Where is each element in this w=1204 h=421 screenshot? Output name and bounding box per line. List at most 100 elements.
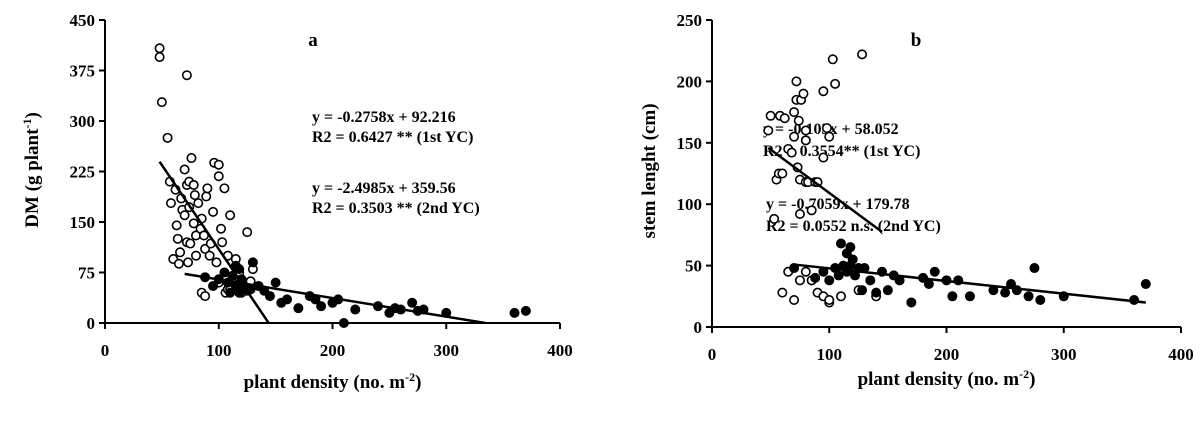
- data-point-filled: [1000, 287, 1011, 298]
- data-point-filled: [520, 305, 531, 316]
- x-tick-label: 200: [320, 341, 346, 360]
- y-tick-label: 375: [70, 62, 96, 81]
- data-point-filled: [316, 301, 327, 312]
- data-point-open: [154, 52, 165, 63]
- data-point-open: [172, 233, 183, 244]
- data-point-open: [213, 159, 224, 170]
- y-tick-label: 150: [70, 213, 96, 232]
- regression-annotation: R2 = 0.3554** (1st YC): [763, 143, 920, 160]
- data-point-filled: [208, 280, 219, 291]
- data-point-filled: [293, 303, 304, 314]
- regression-annotation: y = -2.4985x + 359.56: [312, 180, 456, 197]
- data-point-open: [202, 183, 213, 194]
- data-point-filled: [509, 307, 520, 318]
- data-point-open: [173, 258, 184, 269]
- trend-line-filled: [793, 263, 1146, 304]
- regression-annotation: y = -0.7059x + 179.78: [766, 196, 910, 213]
- data-point-open: [162, 132, 173, 143]
- data-point-filled: [947, 291, 958, 302]
- y-tick-label: 225: [70, 163, 96, 182]
- data-point-open: [181, 70, 192, 81]
- data-point-open: [175, 247, 186, 258]
- data-point-open: [786, 147, 797, 158]
- data-point-open: [179, 210, 190, 221]
- data-point-filled: [247, 257, 258, 268]
- data-point-open: [165, 198, 176, 209]
- regression-annotation: y = -0.2758x + 92.216: [312, 109, 456, 126]
- y-tick-label: 100: [677, 195, 703, 214]
- data-point-open: [821, 123, 832, 134]
- x-tick-label: 400: [547, 341, 573, 360]
- data-point-open: [824, 131, 835, 142]
- data-point-open: [789, 107, 800, 118]
- y-tick-label: 250: [677, 11, 703, 30]
- data-point-open: [225, 210, 236, 221]
- regression-annotation: R2 = 0.3503 ** (2nd YC): [312, 200, 480, 217]
- data-point-filled: [865, 275, 876, 286]
- data-point-filled: [810, 272, 821, 283]
- data-point-filled: [906, 297, 917, 308]
- data-point-open: [765, 110, 776, 121]
- data-point-filled: [929, 266, 940, 277]
- y-tick-label: 300: [70, 112, 96, 131]
- regression-annotation: R2 = 0.6427 ** (1st YC): [312, 129, 473, 146]
- data-point-open: [217, 237, 228, 248]
- data-point-open: [204, 250, 215, 261]
- data-point-open: [188, 218, 199, 229]
- x-tick-label: 0: [101, 341, 110, 360]
- data-point-filled: [281, 294, 292, 305]
- x-tick-label: 0: [708, 345, 717, 364]
- data-point-filled: [923, 279, 934, 290]
- data-point-open: [789, 131, 800, 142]
- data-point-filled: [857, 285, 868, 296]
- data-point-filled: [964, 291, 975, 302]
- data-point-open: [193, 198, 204, 209]
- data-point-filled: [833, 270, 844, 281]
- data-point-filled: [407, 297, 418, 308]
- data-point-open: [818, 86, 829, 97]
- data-point-open: [189, 190, 200, 201]
- x-tick-label: 100: [817, 345, 843, 364]
- y-axis-title: stem lenght (cm): [639, 103, 660, 238]
- data-point-filled: [338, 317, 349, 328]
- data-point-open: [763, 125, 774, 136]
- data-point-filled: [270, 277, 281, 288]
- data-point-open: [179, 164, 190, 175]
- data-point-open: [789, 294, 800, 305]
- data-point-open: [818, 152, 829, 163]
- data-point-filled: [871, 287, 882, 298]
- data-point-filled: [835, 238, 846, 249]
- x-tick-label: 300: [1051, 345, 1077, 364]
- data-point-open: [806, 205, 817, 216]
- trend-line-open: [767, 146, 883, 233]
- data-point-open: [794, 275, 805, 286]
- data-point-open: [824, 294, 835, 305]
- chart-panel-a: 0 75 150 225 300 375 450 0 100 200 300 400 plant den…: [20, 11, 573, 393]
- y-tick-label: 50: [685, 257, 702, 276]
- panel-label: a: [308, 30, 318, 51]
- data-point-open: [201, 191, 212, 202]
- chart-panel-b: 0 50 100 150 200 250 0 100 200 300 400 plant densit…: [639, 11, 1194, 390]
- data-point-open: [171, 220, 182, 231]
- data-point-open: [188, 179, 199, 190]
- y-tick-label: 200: [677, 72, 703, 91]
- regression-annotation: R2 = 0.0552 n.s. (2nd YC): [766, 218, 941, 235]
- data-point-filled: [1029, 263, 1040, 274]
- x-tick-label: 400: [1168, 345, 1194, 364]
- data-point-filled: [219, 267, 230, 278]
- x-axis-title: plant density (no. m-2): [858, 367, 1036, 390]
- data-point-filled: [350, 304, 361, 315]
- x-tick-label: 100: [206, 341, 232, 360]
- data-point-filled: [824, 275, 835, 286]
- data-point-open: [779, 113, 790, 124]
- data-point-open: [800, 125, 811, 136]
- data-point-filled: [1035, 294, 1046, 305]
- data-point-open: [777, 287, 788, 298]
- data-point-open: [213, 171, 224, 182]
- x-tick-label: 300: [434, 341, 460, 360]
- data-point-open: [791, 76, 802, 87]
- data-point-filled: [1140, 279, 1151, 290]
- data-point-open: [793, 115, 804, 126]
